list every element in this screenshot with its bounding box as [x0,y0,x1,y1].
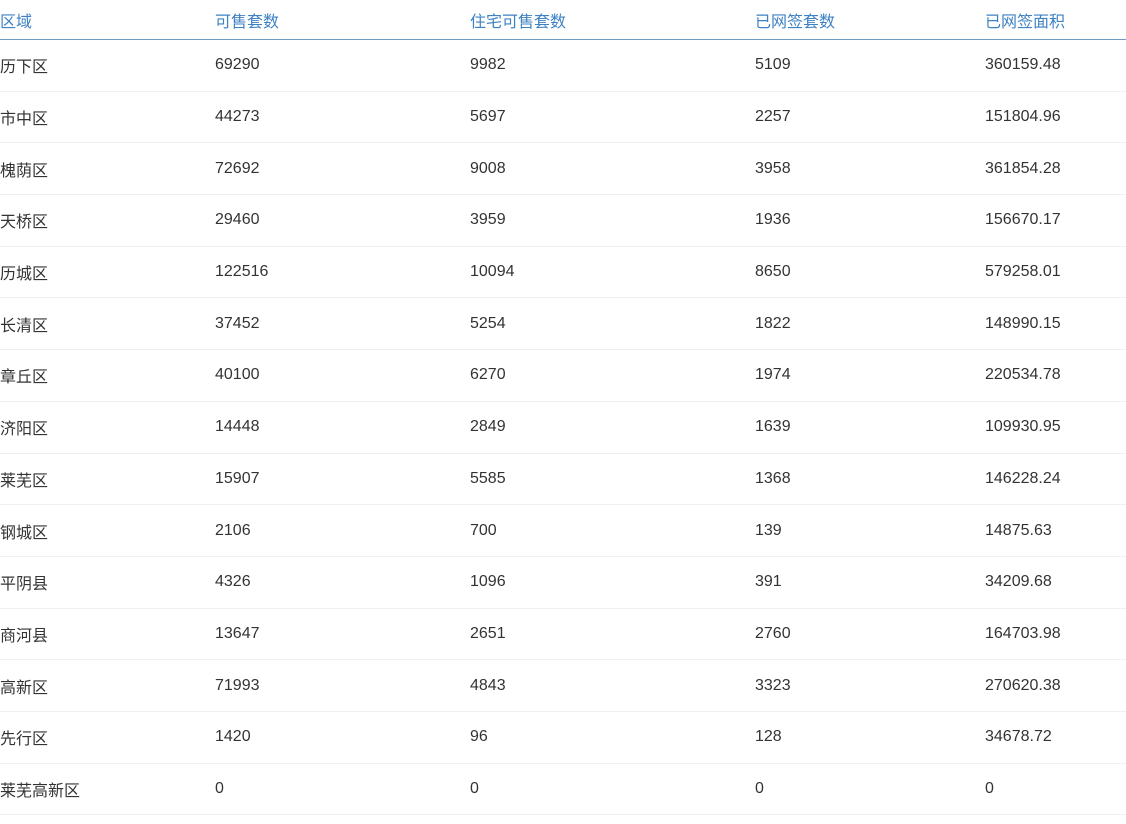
cell-sellable-units: 1420 [215,711,470,764]
column-header-sellable-units: 可售套数 [215,0,470,40]
cell-residential-sellable-units: 9008 [470,142,755,196]
cell-region: 济阳区 [0,401,215,454]
cell-signed-area: 164703.98 [985,608,1126,661]
cell-region: 历下区 [0,39,215,92]
cell-sellable-units: 40100 [215,349,470,402]
table-row: 先行区 1420 96 128 34678.72 [0,711,1126,764]
cell-region: 槐荫区 [0,142,215,196]
table-row: 市中区 44273 5697 2257 151804.96 [0,91,1126,144]
table-row: 商河县 13647 2651 2760 164703.98 [0,608,1126,661]
cell-signed-area: 0 [985,763,1126,816]
cell-residential-sellable-units: 2651 [470,608,755,661]
cell-signed-area: 109930.95 [985,401,1126,454]
cell-residential-sellable-units: 5697 [470,91,755,144]
cell-signed-units: 5109 [755,39,985,92]
cell-residential-sellable-units: 5585 [470,453,755,506]
cell-sellable-units: 4326 [215,556,470,609]
cell-region: 莱芜区 [0,453,215,506]
table-row: 钢城区 2106 700 139 14875.63 [0,504,1126,557]
cell-signed-units: 0 [755,763,985,816]
cell-region: 平阴县 [0,556,215,609]
table-row: 历下区 69290 9982 5109 360159.48 [0,39,1126,92]
cell-signed-area: 34678.72 [985,711,1126,764]
cell-signed-units: 139 [755,504,985,557]
table-row: 历城区 122516 10094 8650 579258.01 [0,246,1126,299]
cell-residential-sellable-units: 1096 [470,556,755,609]
cell-signed-area: 361854.28 [985,142,1126,196]
table-header-row: 区域 可售套数 住宅可售套数 已网签套数 已网签面积 [0,0,1126,40]
cell-signed-units: 128 [755,711,985,764]
cell-sellable-units: 69290 [215,39,470,92]
cell-signed-units: 1639 [755,401,985,454]
cell-signed-units: 1936 [755,194,985,247]
cell-residential-sellable-units: 0 [470,763,755,816]
cell-signed-units: 1974 [755,349,985,402]
cell-signed-area: 156670.17 [985,194,1126,247]
cell-region: 先行区 [0,711,215,764]
cell-sellable-units: 44273 [215,91,470,144]
cell-signed-units: 3323 [755,659,985,712]
column-header-signed-area: 已网签面积 [985,0,1126,40]
cell-sellable-units: 37452 [215,297,470,351]
cell-region: 钢城区 [0,504,215,557]
cell-sellable-units: 2106 [215,504,470,557]
table-row: 莱芜高新区 0 0 0 0 [0,763,1126,816]
cell-signed-units: 8650 [755,246,985,299]
cell-region: 长清区 [0,297,215,351]
cell-signed-units: 1368 [755,453,985,506]
cell-residential-sellable-units: 6270 [470,349,755,402]
cell-region: 市中区 [0,91,215,144]
cell-residential-sellable-units: 3959 [470,194,755,247]
cell-residential-sellable-units: 10094 [470,246,755,299]
table-row: 平阴县 4326 1096 391 34209.68 [0,556,1126,609]
table-row: 莱芜区 15907 5585 1368 146228.24 [0,453,1126,506]
cell-sellable-units: 13647 [215,608,470,661]
cell-residential-sellable-units: 4843 [470,659,755,712]
cell-signed-area: 34209.68 [985,556,1126,609]
cell-region: 天桥区 [0,194,215,247]
cell-residential-sellable-units: 2849 [470,401,755,454]
table-row: 天桥区 29460 3959 1936 156670.17 [0,194,1126,247]
cell-signed-area: 270620.38 [985,659,1126,712]
table-row: 长清区 37452 5254 1822 148990.15 [0,297,1126,351]
cell-signed-units: 391 [755,556,985,609]
cell-residential-sellable-units: 5254 [470,297,755,351]
cell-region: 高新区 [0,659,215,712]
cell-residential-sellable-units: 9982 [470,39,755,92]
cell-region: 莱芜高新区 [0,763,215,816]
cell-signed-units: 3958 [755,142,985,196]
cell-signed-area: 151804.96 [985,91,1126,144]
cell-residential-sellable-units: 96 [470,711,755,764]
cell-signed-area: 360159.48 [985,39,1126,92]
cell-signed-area: 14875.63 [985,504,1126,557]
cell-region: 商河县 [0,608,215,661]
table-row: 章丘区 40100 6270 1974 220534.78 [0,349,1126,402]
column-header-region: 区域 [0,0,215,40]
cell-signed-area: 220534.78 [985,349,1126,402]
cell-region: 章丘区 [0,349,215,402]
cell-residential-sellable-units: 700 [470,504,755,557]
cell-signed-area: 148990.15 [985,297,1126,351]
cell-sellable-units: 14448 [215,401,470,454]
table-row: 济阳区 14448 2849 1639 109930.95 [0,401,1126,454]
cell-signed-units: 2760 [755,608,985,661]
column-header-signed-units: 已网签套数 [755,0,985,40]
cell-signed-units: 2257 [755,91,985,144]
cell-sellable-units: 15907 [215,453,470,506]
cell-sellable-units: 72692 [215,142,470,196]
table-row: 高新区 71993 4843 3323 270620.38 [0,659,1126,712]
cell-signed-area: 146228.24 [985,453,1126,506]
cell-signed-area: 579258.01 [985,246,1126,299]
cell-sellable-units: 122516 [215,246,470,299]
cell-sellable-units: 0 [215,763,470,816]
cell-signed-units: 1822 [755,297,985,351]
column-header-residential-sellable-units: 住宅可售套数 [470,0,755,40]
cell-sellable-units: 29460 [215,194,470,247]
cell-region: 历城区 [0,246,215,299]
cell-sellable-units: 71993 [215,659,470,712]
table-row: 槐荫区 72692 9008 3958 361854.28 [0,142,1126,196]
